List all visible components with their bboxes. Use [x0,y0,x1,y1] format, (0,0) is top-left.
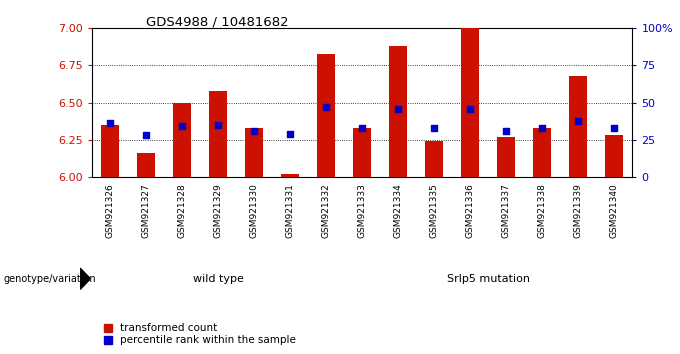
Text: GSM921340: GSM921340 [610,183,619,238]
Text: wild type: wild type [192,274,243,284]
Text: GSM921337: GSM921337 [502,183,511,238]
Bar [533,128,551,177]
Polygon shape [80,268,90,290]
Point [284,131,295,137]
Point [428,125,439,131]
Text: GSM921329: GSM921329 [214,183,222,238]
Text: GSM921338: GSM921338 [538,183,547,238]
Bar [425,141,443,177]
Bar [245,128,263,177]
Bar [209,91,227,177]
Point [176,124,187,129]
Bar [461,28,479,177]
Bar [605,135,624,177]
Bar [353,128,371,177]
Point [320,104,331,110]
Text: GSM921326: GSM921326 [105,183,114,238]
Legend: transformed count, percentile rank within the sample: transformed count, percentile rank withi… [104,323,296,345]
Text: GSM921333: GSM921333 [358,183,367,238]
Text: GSM921336: GSM921336 [466,183,475,238]
Bar [281,174,299,177]
Point [537,125,547,131]
Bar [173,103,191,177]
Point [356,125,367,131]
Text: GDS4988 / 10481682: GDS4988 / 10481682 [146,16,289,29]
Bar [137,153,155,177]
Text: GSM921334: GSM921334 [394,183,403,238]
Bar [317,53,335,177]
Point [212,122,223,128]
Point [500,128,511,134]
Text: Srlp5 mutation: Srlp5 mutation [447,274,530,284]
Point [141,132,152,138]
Text: GSM921327: GSM921327 [141,183,150,238]
Text: GSM921331: GSM921331 [286,183,294,238]
Bar [389,46,407,177]
Text: GSM921328: GSM921328 [177,183,186,238]
Text: GSM921339: GSM921339 [574,183,583,238]
Point [392,106,403,112]
Text: GSM921330: GSM921330 [250,183,258,238]
Bar [569,76,588,177]
Bar [101,125,119,177]
Point [609,125,619,131]
Point [248,128,259,134]
Bar [497,137,515,177]
Text: GSM921332: GSM921332 [322,183,330,238]
Point [464,106,475,112]
Text: GSM921335: GSM921335 [430,183,439,238]
Point [573,118,583,123]
Point [105,121,116,126]
Text: genotype/variation: genotype/variation [3,274,96,284]
